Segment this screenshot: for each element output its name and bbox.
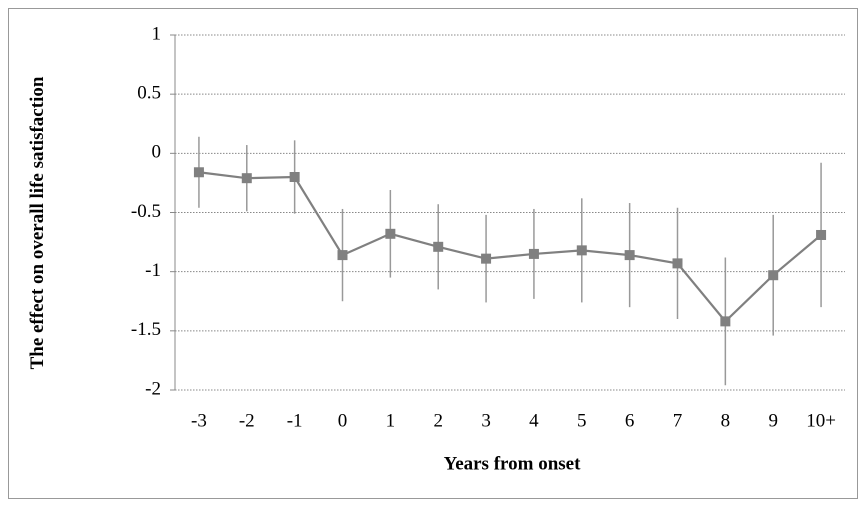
x-tick-label: -2 bbox=[239, 410, 255, 431]
x-tick-label: 2 bbox=[433, 410, 443, 431]
marker bbox=[385, 228, 396, 239]
x-tick-label: 7 bbox=[673, 410, 683, 431]
y-tick-label: 1 bbox=[152, 23, 162, 44]
x-tick-label: 3 bbox=[481, 410, 491, 431]
marker bbox=[241, 173, 252, 184]
marker bbox=[672, 258, 683, 269]
x-tick-label: 0 bbox=[338, 410, 348, 431]
x-tick-label: 5 bbox=[577, 410, 587, 431]
x-tick-label: 8 bbox=[721, 410, 731, 431]
y-tick-label: -0.5 bbox=[131, 201, 161, 222]
x-tick-label: 10+ bbox=[806, 410, 836, 431]
y-axis-title: The effect on overall life satisfaction bbox=[27, 76, 48, 370]
marker bbox=[768, 270, 779, 281]
y-tick-label: -1.5 bbox=[131, 319, 161, 340]
marker bbox=[624, 250, 635, 261]
marker bbox=[816, 229, 827, 240]
y-tick-label: 0.5 bbox=[137, 83, 161, 104]
y-tick-label: -2 bbox=[145, 378, 161, 399]
chart-border bbox=[8, 8, 858, 499]
marker bbox=[528, 248, 539, 259]
marker bbox=[337, 250, 348, 261]
x-tick-label: -3 bbox=[191, 410, 207, 431]
y-tick-label: -1 bbox=[145, 260, 161, 281]
marker bbox=[193, 167, 204, 178]
x-tick-label: -1 bbox=[287, 410, 303, 431]
x-axis-title: Years from onset bbox=[444, 453, 582, 474]
marker bbox=[576, 245, 587, 256]
x-tick-label: 9 bbox=[768, 410, 778, 431]
marker bbox=[289, 172, 300, 182]
x-tick-label: 6 bbox=[625, 410, 635, 431]
x-tick-label: 4 bbox=[529, 410, 539, 431]
y-tick-label: 0 bbox=[152, 142, 162, 163]
x-tick-label: 1 bbox=[386, 410, 396, 431]
marker bbox=[720, 316, 731, 327]
line bbox=[198, 171, 822, 323]
marker bbox=[433, 241, 444, 252]
marker bbox=[481, 253, 492, 264]
